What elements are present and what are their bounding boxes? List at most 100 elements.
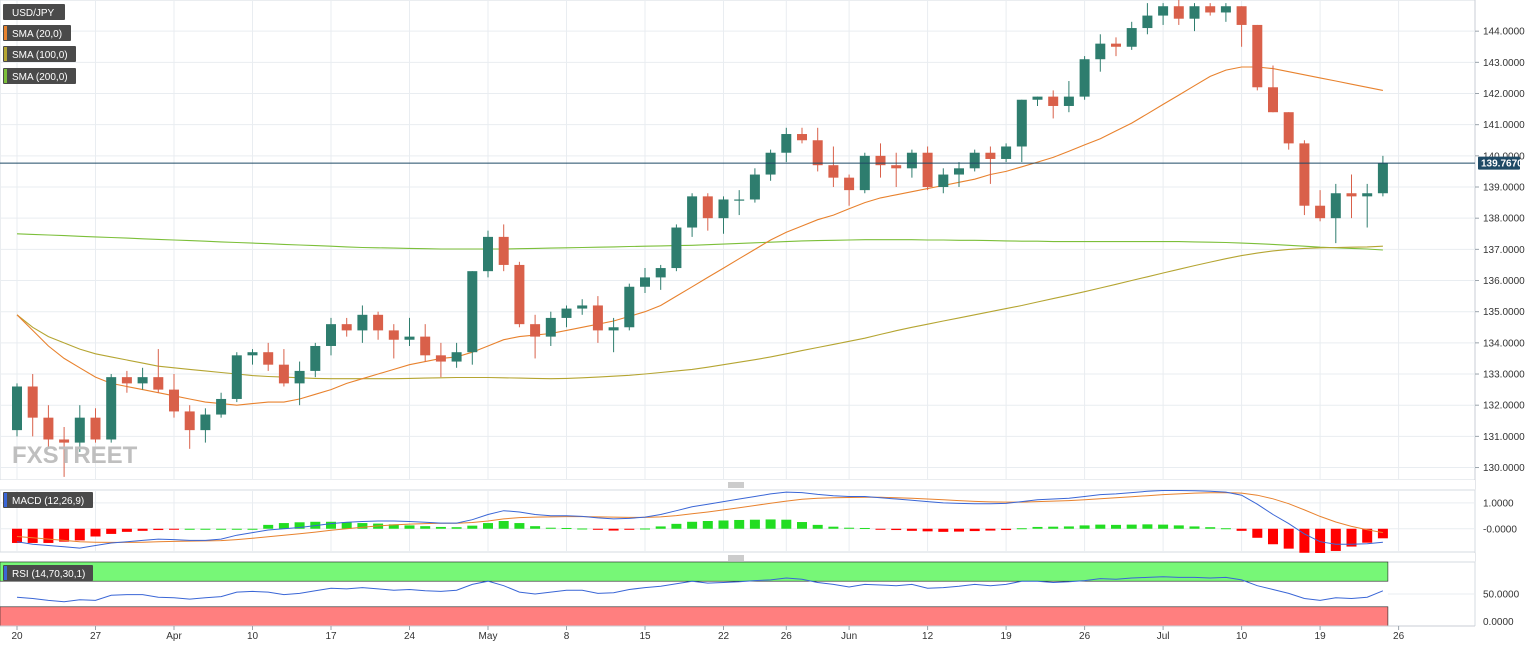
rsi-legend[interactable]: RSI (14,70,30,1) (3, 565, 93, 581)
candle (1220, 3, 1231, 22)
candle (1268, 65, 1278, 113)
candle (1252, 24, 1263, 91)
candle (1095, 34, 1106, 72)
price-tick-label: 141.0000 (1483, 120, 1525, 131)
legend-sma20-label: SMA (20,0) (12, 29, 62, 40)
macd-histogram-bar (765, 519, 776, 529)
macd-histogram-bar (985, 528, 996, 531)
candle-body (1330, 193, 1341, 219)
macd-histogram-bar (922, 528, 933, 532)
legend-symbol[interactable]: USD/JPY (3, 4, 65, 20)
macd-histogram-bar (1220, 528, 1231, 530)
candle (435, 342, 446, 378)
macd-histogram-bar (1362, 528, 1373, 543)
macd-histogram-bar (1252, 528, 1263, 538)
date-tick-label: 26 (1079, 631, 1091, 642)
candle-body (137, 377, 148, 384)
candle-body (90, 417, 101, 440)
candle (137, 367, 148, 390)
sma200-line (16, 233, 1383, 251)
candle (1377, 155, 1388, 197)
macd-histogram-bar (12, 528, 22, 543)
candle (153, 349, 164, 393)
candle-body (1299, 143, 1310, 206)
legend-sma200-box (3, 68, 76, 84)
macd-legend[interactable]: MACD (12,26,9) (3, 492, 93, 508)
candle (969, 149, 980, 172)
candle (1111, 37, 1121, 57)
candle-body (624, 286, 635, 328)
candle-body (1205, 6, 1216, 13)
candle (1330, 183, 1341, 244)
candle-body (812, 140, 823, 166)
rsi-zones (0, 561, 1476, 627)
candle (451, 342, 462, 368)
macd-histogram-bar (671, 523, 682, 529)
candle-body (859, 155, 870, 191)
candle (1079, 56, 1090, 100)
macd-histogram-bar (969, 528, 980, 532)
legend-sma200[interactable]: SMA (200,0) (3, 68, 76, 84)
candle (702, 193, 713, 231)
macd-histogram-bar (184, 528, 195, 530)
candle-body (200, 414, 211, 431)
legend-sma100[interactable]: SMA (100,0) (3, 46, 76, 62)
legend-sma20[interactable]: SMA (20,0) (3, 25, 71, 41)
candle-body (1095, 43, 1106, 60)
candle (1032, 96, 1043, 106)
candle-body (498, 236, 509, 265)
candle (420, 324, 431, 362)
date-tick-label: 12 (922, 631, 934, 642)
candle (294, 361, 305, 406)
rsi-line (16, 576, 1384, 603)
macd-histogram-bar (59, 528, 70, 542)
candle (121, 370, 132, 393)
candle (1362, 183, 1373, 228)
candle-body (702, 196, 713, 219)
macd-histogram-bar (216, 528, 227, 530)
candle (797, 127, 807, 144)
macd-histogram-bar (1283, 528, 1294, 549)
candle (530, 314, 541, 359)
macd-histogram-bar (906, 528, 917, 531)
macd-histogram-bar (844, 527, 855, 529)
candle (1048, 90, 1059, 119)
macd-histogram-bar (43, 528, 54, 543)
candle (1016, 99, 1027, 163)
legend-sma100-swatch (4, 47, 7, 61)
candle (687, 193, 698, 237)
macd-histogram-bar (1001, 528, 1012, 531)
candle (216, 392, 227, 418)
candle (765, 149, 776, 181)
date-tick-label: Apr (166, 631, 182, 642)
candle (59, 427, 70, 477)
macd-histogram-bar (1126, 524, 1137, 529)
pane-resize-handle-macd[interactable] (0, 480, 1475, 490)
candle (373, 311, 384, 340)
macd-histogram-bar (514, 523, 525, 529)
candle-body (263, 352, 274, 365)
last-price-label-box (1478, 156, 1520, 170)
macd-histogram-bar (278, 523, 289, 529)
candle-body (906, 152, 917, 169)
macd-panel[interactable]: 1.0000 -0.0000 MACD (12,26,9) (0, 489, 1517, 555)
legend-sma20-swatch (4, 26, 7, 40)
pane-resize-handle-rsi[interactable] (0, 553, 1475, 562)
candle-body (310, 345, 321, 371)
macd-histogram-bar (247, 528, 258, 530)
macd-histogram-bar (90, 528, 101, 537)
macd-histogram-bar (592, 528, 603, 530)
candle-body (545, 317, 556, 337)
candle (1283, 112, 1294, 150)
indicator-legend: USD/JPY SMA (20,0) SMA (100,0) SMA (200,… (3, 4, 76, 84)
date-tick-label: 20 (11, 631, 23, 642)
watermark-logo: FXSTREET (12, 442, 138, 469)
candle-body (404, 336, 415, 340)
price-panel[interactable]: FXSTREET 144.0000 143.0000 142.0000 141.000… (0, 0, 1525, 626)
rsi-panel[interactable]: 50.0000 0.0000 RSI (14,70,30,1) (0, 561, 1520, 628)
macd-tick-label: -0.0000 (1483, 524, 1517, 535)
candle-body (1126, 28, 1137, 47)
candle-body (969, 152, 980, 169)
candle-body (1111, 43, 1121, 47)
